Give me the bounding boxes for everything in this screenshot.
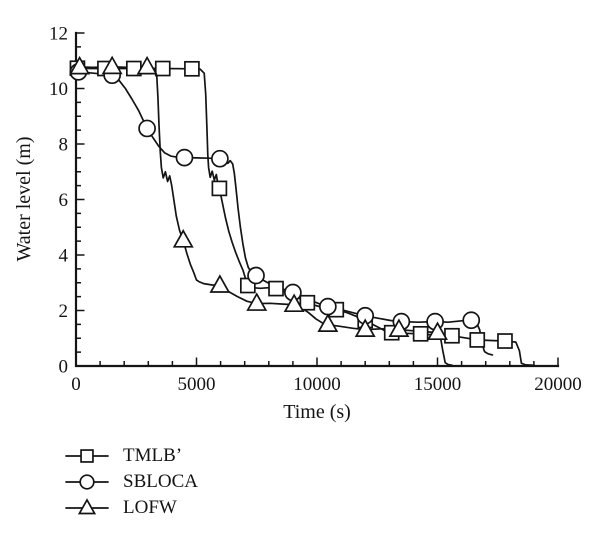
svg-text:8: 8 (59, 135, 69, 156)
legend-item-tmlb: TMLB’ (64, 445, 198, 467)
svg-text:2: 2 (59, 301, 69, 322)
legend-item-lofw: LOFW (64, 497, 198, 519)
svg-text:5000: 5000 (178, 374, 216, 395)
square-marker-icon (65, 449, 109, 463)
svg-text:10000: 10000 (293, 374, 341, 395)
legend-item-sbloca: SBLOCA (64, 471, 198, 493)
chart-axes: 0 5000 10000 15000 20000 0 2 4 6 8 10 12 (49, 24, 582, 396)
chart-svg: 0 5000 10000 15000 20000 0 2 4 6 8 10 12 Time (s) W… (13, 24, 582, 424)
svg-text:15000: 15000 (414, 374, 462, 395)
chart-series (69, 55, 535, 367)
x-axis-title: Time (s) (283, 401, 351, 423)
legend-label-sbloca: SBLOCA (123, 471, 198, 492)
svg-text:6: 6 (59, 190, 69, 211)
svg-text:10: 10 (49, 79, 68, 100)
legend-label-tmlb: TMLB’ (123, 445, 183, 466)
svg-text:20000: 20000 (534, 374, 582, 395)
svg-text:0: 0 (59, 357, 69, 378)
triangle-marker-icon (65, 498, 109, 515)
svg-text:0: 0 (71, 374, 81, 395)
legend-label-lofw: LOFW (123, 497, 177, 518)
svg-text:12: 12 (49, 24, 68, 45)
svg-text:4: 4 (59, 246, 69, 267)
legend: TMLB’ SBLOCA LOFW (64, 445, 198, 519)
circle-marker-icon (65, 474, 109, 490)
y-axis-title: Water level (m) (13, 137, 35, 262)
